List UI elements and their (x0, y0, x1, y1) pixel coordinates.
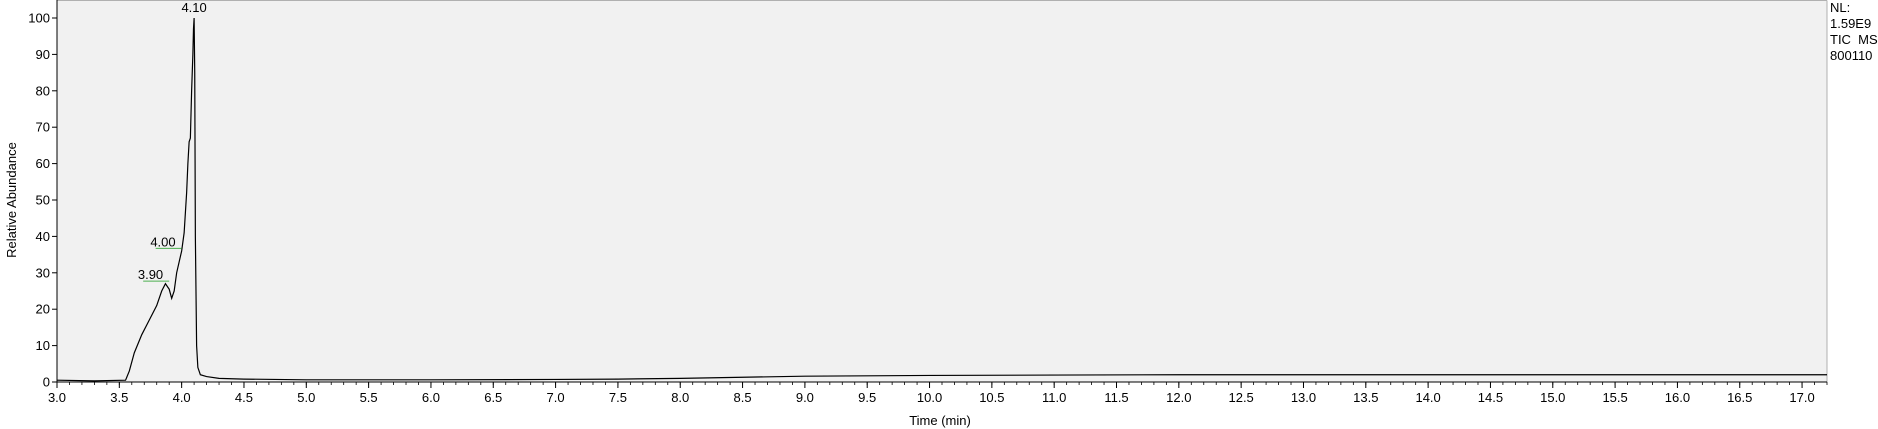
x-tick-label: 6.0 (422, 390, 440, 405)
x-tick-label: 15.0 (1540, 390, 1565, 405)
x-tick-label: 12.5 (1228, 390, 1253, 405)
x-tick-label: 14.5 (1478, 390, 1503, 405)
x-tick-label: 11.0 (1042, 390, 1066, 405)
x-tick-label: 13.5 (1353, 390, 1378, 405)
x-tick-label: 11.5 (1104, 390, 1128, 405)
x-tick-label: 8.0 (671, 390, 689, 405)
x-tick-label: 10.5 (979, 390, 1004, 405)
x-tick-label: 3.5 (110, 390, 128, 405)
x-tick-label: 14.0 (1415, 390, 1440, 405)
y-tick-label: 20 (36, 302, 50, 317)
x-axis-title: Time (min) (909, 413, 971, 428)
x-tick-label: 5.5 (360, 390, 378, 405)
y-axis-title: Relative Abundance (4, 142, 19, 258)
y-tick-label: 90 (36, 47, 50, 62)
y-tick-label: 100 (28, 11, 50, 26)
info-nl-label: NL: (1830, 0, 1850, 15)
peak-label: 4.10 (181, 0, 206, 15)
x-tick-label: 17.0 (1789, 390, 1814, 405)
y-tick-label: 60 (36, 156, 50, 171)
tic-trace (56, 17, 1827, 382)
peak-labels: 4.10 4.00 3.90 (138, 0, 207, 282)
x-tick-label: 5.0 (297, 390, 315, 405)
x-tick-label: 16.5 (1727, 390, 1752, 405)
x-tick-label: 12.0 (1166, 390, 1191, 405)
x-axis-ticks: 3.0 3.5 4.0 4.5 5.0 5.5 6.0 6.5 7.0 7.5 8.0 8.5 9.0 9… (48, 382, 1828, 405)
y-tick-label: 30 (36, 265, 50, 280)
plot-background (57, 0, 1827, 383)
y-axis-ticks: 0 10 20 30 40 50 60 70 80 90 100 (28, 11, 57, 390)
x-tick-label: 7.5 (609, 390, 627, 405)
y-tick-label: 50 (36, 193, 50, 208)
x-tick-label: 13.0 (1291, 390, 1316, 405)
x-tick-label: 4.0 (173, 390, 191, 405)
x-tick-label: 9.0 (796, 390, 814, 405)
y-tick-label: 80 (36, 83, 50, 98)
x-tick-label: 16.0 (1665, 390, 1690, 405)
peak-label: 3.90 (138, 267, 163, 282)
peak-label: 4.00 (150, 234, 175, 249)
x-tick-label: 4.5 (235, 390, 253, 405)
x-tick-label: 15.5 (1602, 390, 1627, 405)
y-tick-label: 70 (36, 120, 50, 135)
x-tick-label: 7.0 (547, 390, 565, 405)
x-tick-label: 9.5 (858, 390, 876, 405)
y-tick-label: 0 (43, 375, 50, 390)
info-sample-id: 800110 (1830, 48, 1872, 63)
x-tick-label: 6.5 (484, 390, 502, 405)
x-tick-label: 8.5 (734, 390, 752, 405)
x-tick-label: 10.0 (917, 390, 942, 405)
info-scan-type: TIC MS (1830, 32, 1878, 47)
x-tick-label: 3.0 (48, 390, 66, 405)
y-tick-label: 10 (36, 338, 50, 353)
y-tick-label: 40 (36, 229, 50, 244)
info-nl-value: 1.59E9 (1830, 16, 1871, 31)
